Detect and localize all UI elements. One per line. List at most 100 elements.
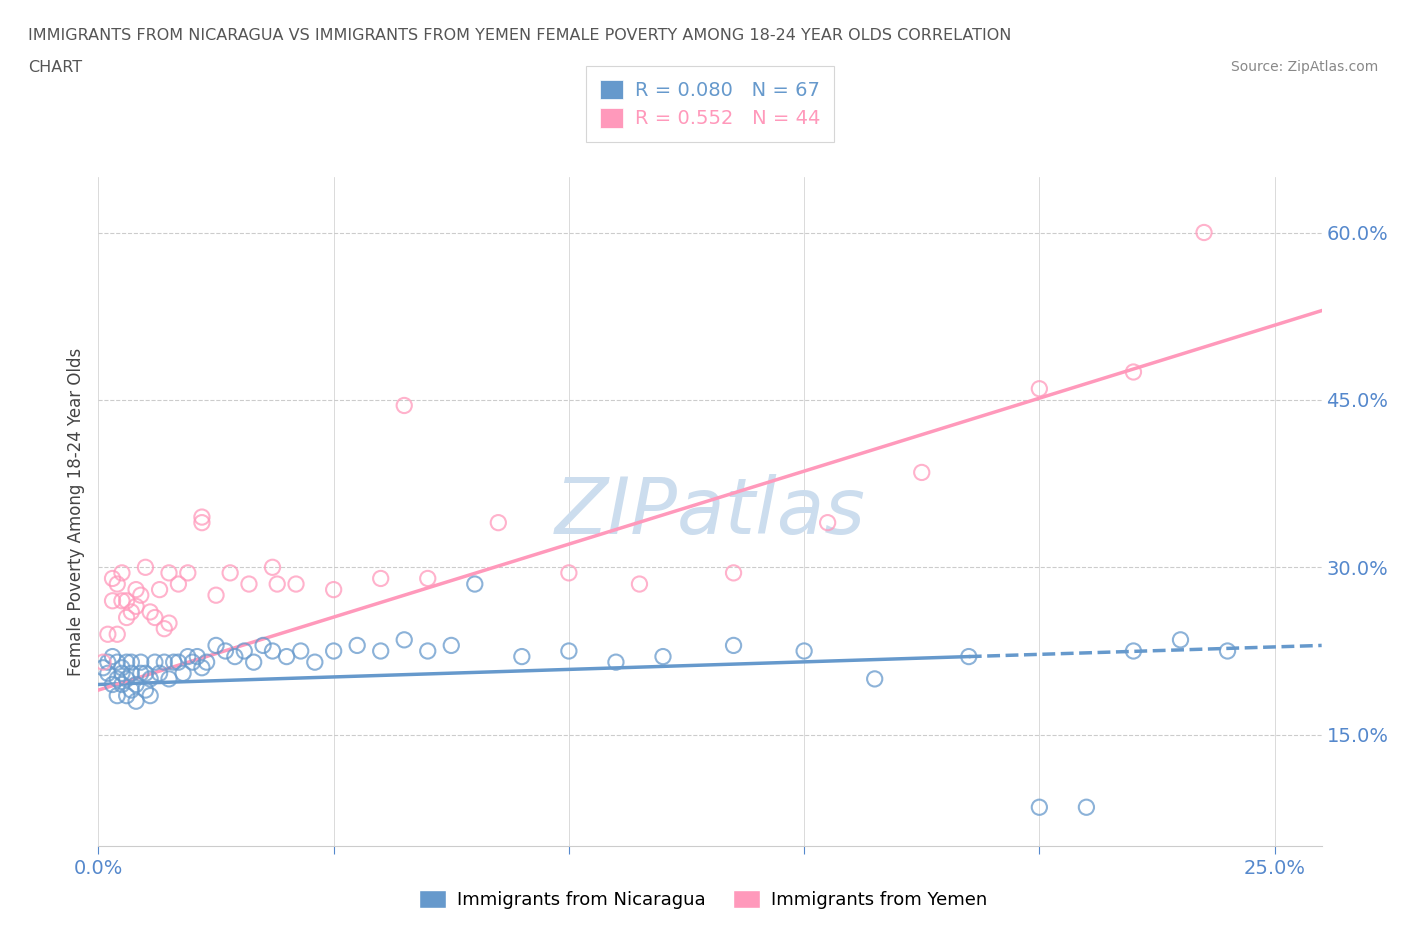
Legend: R = 0.080   N = 67, R = 0.552   N = 44: R = 0.080 N = 67, R = 0.552 N = 44 — [586, 66, 834, 142]
Point — [416, 571, 439, 586]
Point — [149, 666, 172, 681]
Point — [139, 671, 162, 686]
Point — [1122, 644, 1144, 658]
Point — [111, 593, 134, 608]
Point — [863, 671, 886, 686]
Text: Source: ZipAtlas.com: Source: ZipAtlas.com — [1230, 60, 1378, 74]
Point — [97, 655, 120, 670]
Point — [346, 638, 368, 653]
Point — [191, 510, 214, 525]
Point — [181, 655, 204, 670]
Point — [143, 610, 166, 625]
Point — [195, 655, 218, 670]
Point — [111, 666, 134, 681]
Point — [464, 577, 486, 591]
Point — [129, 655, 152, 670]
Point — [238, 577, 260, 591]
Point — [111, 565, 134, 580]
Point — [139, 604, 162, 619]
Point — [186, 649, 208, 664]
Point — [134, 560, 156, 575]
Point — [120, 666, 142, 681]
Point — [793, 644, 815, 658]
Point — [115, 593, 138, 608]
Point — [177, 565, 200, 580]
Point — [957, 649, 980, 664]
Point — [558, 565, 581, 580]
Text: CHART: CHART — [28, 60, 82, 75]
Point — [214, 644, 236, 658]
Point — [628, 577, 651, 591]
Point — [392, 632, 416, 647]
Point — [322, 582, 344, 597]
Point — [219, 565, 242, 580]
Point — [101, 677, 124, 692]
Point — [157, 565, 180, 580]
Point — [224, 649, 246, 664]
Point — [652, 649, 675, 664]
Point — [1028, 381, 1050, 396]
Point — [120, 604, 142, 619]
Point — [134, 666, 156, 681]
Point — [129, 666, 152, 681]
Point — [163, 655, 186, 670]
Point — [723, 638, 745, 653]
Point — [817, 515, 839, 530]
Point — [125, 677, 148, 692]
Point — [191, 515, 214, 530]
Point — [723, 565, 745, 580]
Point — [416, 644, 439, 658]
Point — [276, 649, 298, 664]
Point — [134, 683, 156, 698]
Point — [486, 515, 509, 530]
Point — [101, 593, 124, 608]
Point — [233, 644, 256, 658]
Point — [115, 610, 138, 625]
Point — [304, 655, 326, 670]
Point — [290, 644, 312, 658]
Point — [149, 582, 172, 597]
Point — [205, 638, 228, 653]
Point — [125, 582, 148, 597]
Point — [105, 627, 128, 642]
Point — [252, 638, 274, 653]
Point — [911, 465, 934, 480]
Point — [101, 649, 124, 664]
Point — [558, 644, 581, 658]
Text: ZIPatlas: ZIPatlas — [554, 473, 866, 550]
Point — [115, 671, 138, 686]
Point — [167, 577, 190, 591]
Point — [205, 588, 228, 603]
Point — [157, 616, 180, 631]
Text: IMMIGRANTS FROM NICARAGUA VS IMMIGRANTS FROM YEMEN FEMALE POVERTY AMONG 18-24 YE: IMMIGRANTS FROM NICARAGUA VS IMMIGRANTS … — [28, 28, 1011, 43]
Point — [153, 621, 176, 636]
Point — [1076, 800, 1098, 815]
Point — [322, 644, 344, 658]
Point — [129, 588, 152, 603]
Legend: Immigrants from Nicaragua, Immigrants from Yemen: Immigrants from Nicaragua, Immigrants fr… — [412, 883, 994, 916]
Point — [105, 688, 128, 703]
Point — [370, 571, 392, 586]
Point — [167, 655, 190, 670]
Point — [1216, 644, 1239, 658]
Point — [97, 666, 120, 681]
Point — [91, 655, 114, 670]
Point — [370, 644, 392, 658]
Point — [285, 577, 308, 591]
Point — [91, 660, 114, 675]
Point — [105, 671, 128, 686]
Point — [1170, 632, 1192, 647]
Point — [242, 655, 264, 670]
Y-axis label: Female Poverty Among 18-24 Year Olds: Female Poverty Among 18-24 Year Olds — [66, 348, 84, 675]
Point — [1122, 365, 1144, 379]
Point — [177, 649, 200, 664]
Point — [111, 660, 134, 675]
Point — [125, 599, 148, 614]
Point — [605, 655, 627, 670]
Point — [115, 655, 138, 670]
Point — [105, 577, 128, 591]
Point — [392, 398, 416, 413]
Point — [97, 627, 120, 642]
Point — [139, 688, 162, 703]
Point — [111, 677, 134, 692]
